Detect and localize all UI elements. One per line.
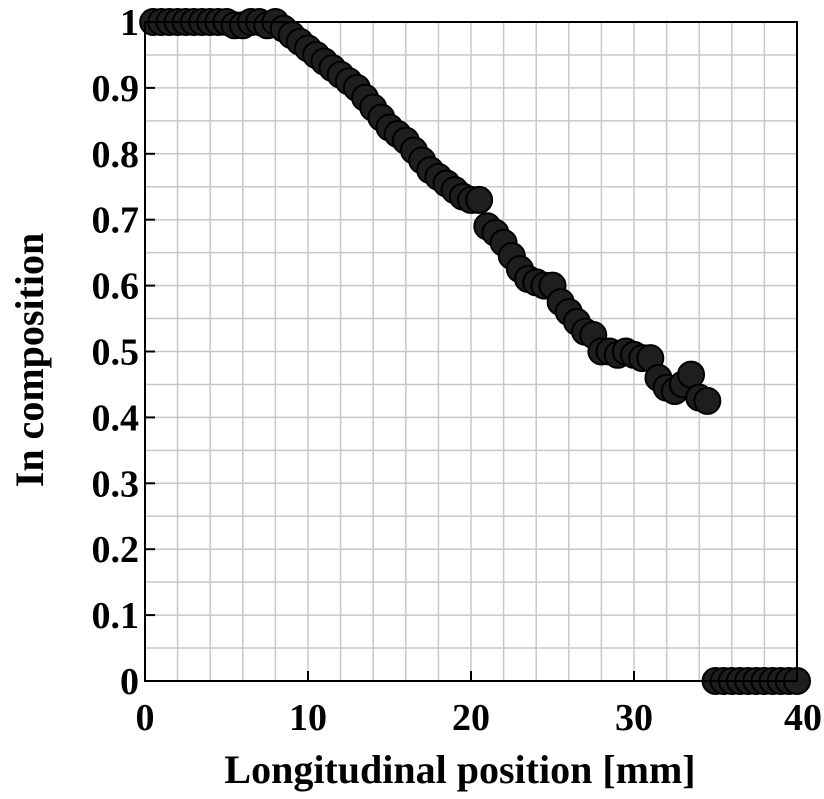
- y-tick-label: 0.6: [92, 266, 140, 308]
- x-axis-label: Longitudinal position [mm]: [224, 747, 695, 792]
- x-tick-label: 0: [136, 697, 155, 739]
- y-axis-label: In composition: [7, 233, 52, 488]
- x-tick-label: 10: [289, 697, 327, 739]
- x-tick-label: 20: [452, 697, 490, 739]
- y-tick-label: 0.3: [92, 463, 140, 505]
- y-tick-labels: 0 0.1 0.2 0.3 0.4 0.5 0.6 0.7 0.8 0.9 1: [92, 2, 140, 703]
- y-tick-label: 0.4: [92, 397, 140, 439]
- data-point: [693, 386, 722, 415]
- y-tick-label: 0.8: [92, 134, 140, 176]
- grid: [144, 21, 798, 682]
- y-tick-label: 0.2: [92, 529, 140, 571]
- y-tick-label: 0.7: [92, 200, 140, 242]
- x-tick-labels: 0 10 20 30 40: [136, 697, 823, 739]
- y-tick-label: 0.9: [92, 68, 140, 110]
- x-tick-label: 30: [615, 697, 653, 739]
- data-point: [465, 185, 494, 214]
- data-points: [139, 8, 811, 695]
- x-tick-label: 40: [784, 697, 822, 739]
- y-tick-label: 0: [120, 661, 139, 703]
- y-tick-label: 1: [120, 2, 139, 44]
- plot-frame: [144, 21, 798, 682]
- y-tick-label: 0.5: [92, 332, 140, 374]
- y-tick-label: 0.1: [92, 595, 140, 637]
